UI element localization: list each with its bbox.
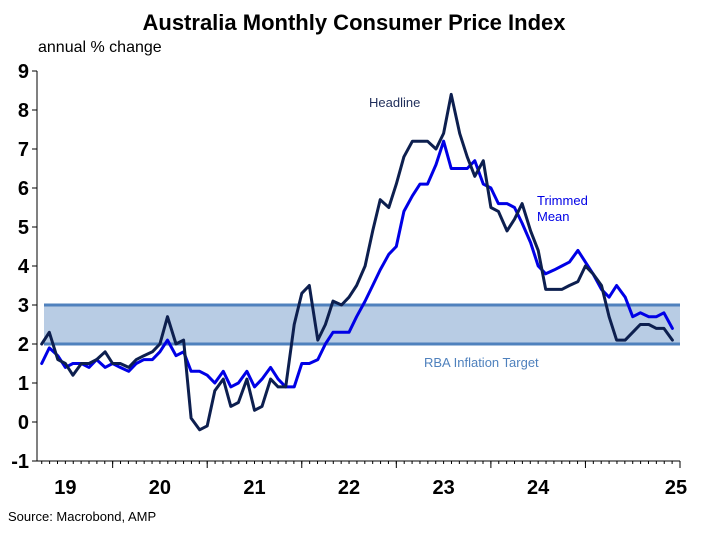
y-tick-label: 3 [18, 295, 29, 317]
trimmed-mean-label-line2: Mean [537, 209, 570, 224]
chart-title: Australia Monthly Consumer Price Index [143, 10, 567, 35]
series-lines [40, 92, 674, 432]
x-tick-label: 20 [149, 477, 171, 499]
y-tick-label: 1 [18, 373, 29, 395]
y-tick-label: 6 [18, 178, 29, 200]
annotation-labels: Headline Trimmed Mean RBA Inflation Targ… [369, 95, 588, 370]
y-axis-label: annual % change [38, 39, 162, 56]
y-tick-label: 2 [18, 334, 29, 356]
y-tick-label: 5 [18, 217, 29, 239]
y-tick-label: 9 [18, 61, 29, 83]
y-tick-label: 8 [18, 100, 29, 122]
source-note: Source: Macrobond, AMP [8, 509, 156, 524]
y-tick-label: -1 [11, 451, 29, 473]
y-tick-label: 0 [18, 412, 29, 434]
x-tick-label: 19 [54, 477, 76, 499]
headline-series-line [40, 92, 674, 432]
x-tick-label: 24 [527, 477, 550, 499]
rba-target-label: RBA Inflation Target [424, 355, 539, 370]
x-tick-label: 21 [243, 477, 265, 499]
y-tick-label: 7 [18, 139, 29, 161]
headline-label: Headline [369, 95, 420, 110]
x-tick-label: 25 [665, 477, 687, 499]
y-tick-label: 4 [18, 256, 30, 278]
trimmed-mean-label-line1: Trimmed [537, 193, 588, 208]
target-band [44, 305, 680, 344]
x-tick-label: 23 [432, 477, 454, 499]
target-band-layer [44, 303, 680, 346]
trimmed-mean-series-line [40, 139, 674, 389]
x-tick-label: 22 [338, 477, 360, 499]
